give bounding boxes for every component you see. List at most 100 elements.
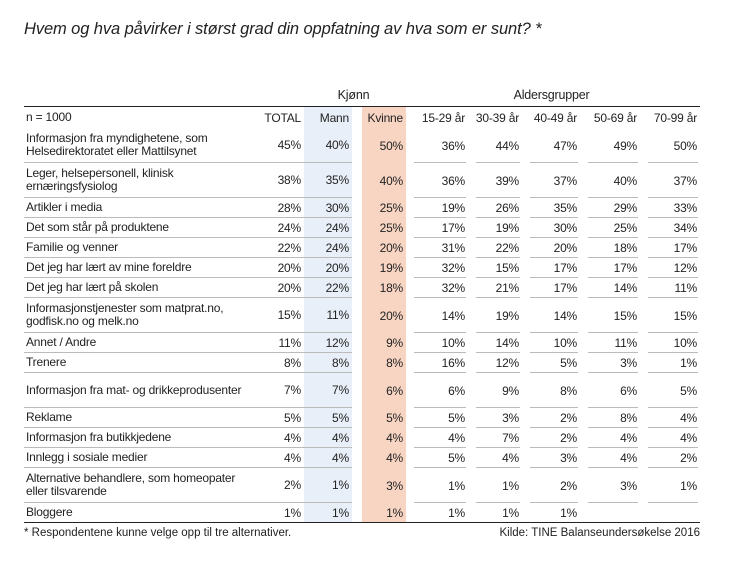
value-cell: 4%: [362, 448, 407, 468]
row-label: Leger, helsepersonell, klinisk ernærings…: [24, 163, 250, 198]
value-cell: 3%: [362, 468, 407, 503]
value-cell: 5%: [304, 408, 352, 428]
row-label: Det jeg har lært av mine foreldre: [24, 258, 250, 278]
value-cell: 17%: [406, 218, 469, 238]
row-label: Trenere: [24, 353, 250, 373]
value-cell: 1%: [304, 468, 352, 503]
results-table: Kjønn Aldersgrupper n = 1000 TOTAL Mann …: [24, 80, 701, 523]
value-cell: 5%: [522, 353, 581, 373]
value-cell: 20%: [250, 278, 304, 298]
row-label: Annet / Andre: [24, 333, 250, 353]
value-cell: 24%: [304, 218, 352, 238]
value-cell: 9%: [468, 373, 523, 408]
row-label: Alternative behandlere, som homeopater e…: [24, 468, 250, 503]
value-cell: 1%: [468, 503, 523, 523]
row-label: Informasjon fra myndighetene, som Helsed…: [24, 128, 250, 163]
table-row: Det som står på produktene 24% 24% 25% 17% 19…: [24, 218, 701, 238]
value-cell: 25%: [362, 218, 407, 238]
value-cell: 10%: [640, 333, 701, 353]
table-row: Det jeg har lært av mine foreldre 20% 20% 1…: [24, 258, 701, 278]
survey-question-title: Hvem og hva påvirker i størst grad din o…: [24, 20, 542, 38]
value-cell: 10%: [522, 333, 581, 353]
value-cell: 19%: [468, 218, 523, 238]
row-label: Informasjonstjenester som matprat.no, go…: [24, 298, 250, 333]
value-cell: 1%: [406, 503, 469, 523]
value-cell: 38%: [250, 163, 304, 198]
value-cell: 5%: [406, 408, 469, 428]
value-cell: 12%: [304, 333, 352, 353]
value-cell: 16%: [406, 353, 469, 373]
value-cell: 14%: [522, 298, 581, 333]
value-cell: 44%: [468, 128, 523, 163]
value-cell: 15%: [468, 258, 523, 278]
value-cell: 3%: [468, 408, 523, 428]
value-cell: 36%: [406, 128, 469, 163]
value-cell: 1%: [468, 468, 523, 503]
value-cell: 4%: [304, 448, 352, 468]
value-cell: 4%: [468, 448, 523, 468]
value-cell: 1%: [362, 503, 407, 523]
column-header-kvinne: Kvinne: [362, 106, 407, 128]
value-cell: 40%: [580, 163, 641, 198]
value-cell: 4%: [362, 428, 407, 448]
value-cell: 10%: [406, 333, 469, 353]
value-cell: 5%: [640, 373, 701, 408]
value-cell: 3%: [580, 468, 641, 503]
group-header-gender: Kjønn: [337, 88, 370, 102]
value-cell: 1%: [250, 503, 304, 523]
value-cell: 6%: [580, 373, 641, 408]
value-cell: 7%: [250, 373, 304, 408]
value-cell: 18%: [362, 278, 407, 298]
table-row: Annet / Andre 11% 12% 9% 10% 14% 10% 11% 10%: [24, 333, 701, 353]
value-cell: 3%: [580, 353, 641, 373]
value-cell: 47%: [522, 128, 581, 163]
value-cell: 8%: [362, 353, 407, 373]
value-cell: 22%: [304, 278, 352, 298]
value-cell: 19%: [468, 298, 523, 333]
value-cell: 21%: [468, 278, 523, 298]
value-cell: 33%: [640, 198, 701, 218]
value-cell: 12%: [640, 258, 701, 278]
value-cell: 9%: [362, 333, 407, 353]
row-label: Familie og venner: [24, 238, 250, 258]
row-label: Det jeg har lært på skolen: [24, 278, 250, 298]
value-cell: 30%: [304, 198, 352, 218]
source-note: Kilde: TINE Balanseundersøkelse 2016: [499, 527, 700, 539]
value-cell: 17%: [522, 278, 581, 298]
table-row: Bloggere 1% 1% 1% 1% 1% 1%: [24, 503, 701, 523]
sample-size-header: n = 1000: [24, 106, 250, 128]
row-label: Bloggere: [24, 503, 250, 523]
group-header-age: Aldersgrupper: [513, 88, 590, 102]
value-cell: 29%: [580, 198, 641, 218]
value-cell: [580, 503, 641, 523]
value-cell: 8%: [522, 373, 581, 408]
value-cell: 5%: [250, 408, 304, 428]
value-cell: 45%: [250, 128, 304, 163]
value-cell: 25%: [362, 198, 407, 218]
table-row: Informasjon fra mat- og drikkeprodusente…: [24, 373, 701, 408]
value-cell: 2%: [522, 428, 581, 448]
value-cell: 6%: [406, 373, 469, 408]
value-cell: 32%: [406, 278, 469, 298]
value-cell: 1%: [640, 353, 701, 373]
value-cell: 2%: [250, 468, 304, 503]
value-cell: 4%: [580, 428, 641, 448]
value-cell: [640, 503, 701, 523]
value-cell: 24%: [304, 238, 352, 258]
table-row: Innlegg i sosiale medier 4% 4% 4% 5% 4% 3% 4% 2%: [24, 448, 701, 468]
value-cell: 1%: [304, 503, 352, 523]
table-row: Informasjonstjenester som matprat.no, go…: [24, 298, 701, 333]
table-row: Informasjon fra butikkjedene 4% 4% 4% 4% 7% 2%…: [24, 428, 701, 448]
value-cell: 28%: [250, 198, 304, 218]
table-row: Informasjon fra myndighetene, som Helsed…: [24, 128, 701, 163]
value-cell: 40%: [304, 128, 352, 163]
value-cell: 11%: [640, 278, 701, 298]
value-cell: 22%: [468, 238, 523, 258]
column-header-total: TOTAL: [250, 106, 304, 128]
value-cell: 20%: [522, 238, 581, 258]
value-cell: 4%: [304, 428, 352, 448]
value-cell: 7%: [304, 373, 352, 408]
value-cell: 2%: [640, 448, 701, 468]
value-cell: 20%: [250, 258, 304, 278]
column-header-age-30-39: 30-39 år: [468, 106, 523, 128]
